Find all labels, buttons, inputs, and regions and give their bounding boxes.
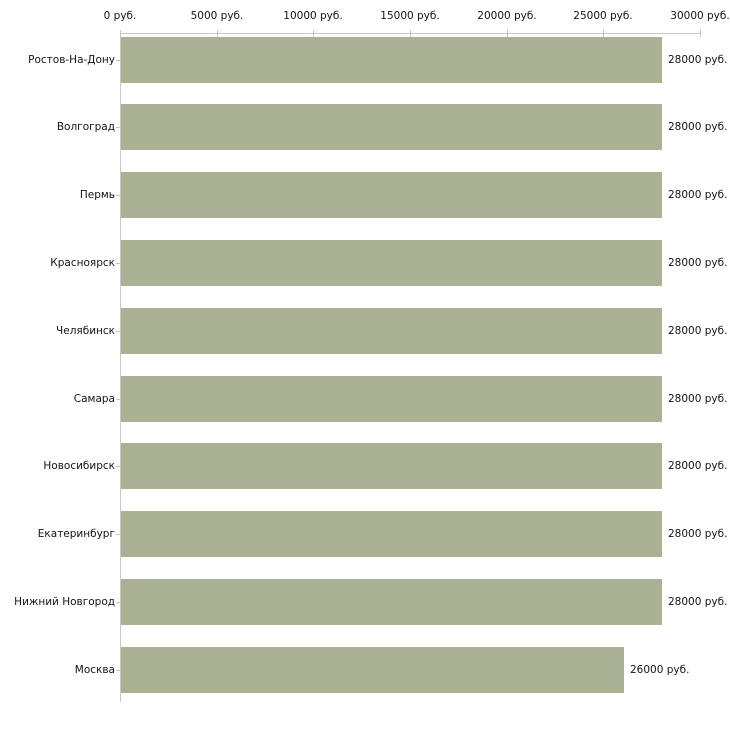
- category-label: Москва: [74, 664, 115, 676]
- y-axis-tick: [116, 331, 121, 332]
- y-axis-tick: [116, 602, 121, 603]
- x-axis-tick: [120, 30, 121, 37]
- y-axis-tick: [116, 399, 121, 400]
- x-axis-tick: [217, 30, 218, 37]
- y-axis-tick: [116, 466, 121, 467]
- y-axis-tick: [116, 263, 121, 264]
- y-axis-tick: [116, 127, 121, 128]
- x-axis-label: 15000 руб.: [380, 10, 440, 22]
- category-label: Новосибирск: [43, 460, 115, 472]
- x-axis-tick: [507, 30, 508, 37]
- value-label: 28000 руб.: [668, 460, 728, 472]
- x-axis-label: 10000 руб.: [283, 10, 343, 22]
- bar: [121, 308, 662, 354]
- y-axis-tick: [116, 670, 121, 671]
- x-axis-tick: [603, 30, 604, 37]
- bar: [121, 37, 662, 83]
- value-label: 28000 руб.: [668, 596, 728, 608]
- value-label: 28000 руб.: [668, 257, 728, 269]
- x-axis-label: 30000 руб.: [670, 10, 730, 22]
- bar: [121, 172, 662, 218]
- x-axis-label: 0 руб.: [103, 10, 137, 22]
- y-axis-line: [120, 33, 121, 702]
- value-label: 28000 руб.: [668, 189, 728, 201]
- category-label: Волгоград: [56, 121, 115, 133]
- x-axis-tick: [700, 30, 701, 37]
- bar: [121, 240, 662, 286]
- y-axis-tick: [116, 534, 121, 535]
- x-axis-label: 20000 руб.: [477, 10, 537, 22]
- value-label: 28000 руб.: [668, 393, 728, 405]
- bar: [121, 511, 662, 557]
- category-label: Ростов-На-Дону: [28, 54, 115, 66]
- value-label: 26000 руб.: [630, 664, 690, 676]
- x-axis-label: 25000 руб.: [573, 10, 633, 22]
- category-label: Красноярск: [50, 257, 115, 269]
- category-label: Челябинск: [56, 325, 115, 337]
- y-axis-tick: [116, 60, 121, 61]
- bar: [121, 376, 662, 422]
- x-axis-tick: [410, 30, 411, 37]
- x-axis-tick: [313, 30, 314, 37]
- bar: [121, 647, 624, 693]
- category-label: Екатеринбург: [37, 528, 115, 540]
- bar: [121, 104, 662, 150]
- category-label: Самара: [73, 393, 115, 405]
- value-label: 28000 руб.: [668, 528, 728, 540]
- value-label: 28000 руб.: [668, 54, 728, 66]
- bar: [121, 579, 662, 625]
- value-label: 28000 руб.: [668, 325, 728, 337]
- category-label: Пермь: [79, 189, 115, 201]
- bar: [121, 443, 662, 489]
- y-axis-tick: [116, 195, 121, 196]
- value-label: 28000 руб.: [668, 121, 728, 133]
- category-label: Нижний Новгород: [14, 596, 115, 608]
- x-axis-label: 5000 руб.: [190, 10, 244, 22]
